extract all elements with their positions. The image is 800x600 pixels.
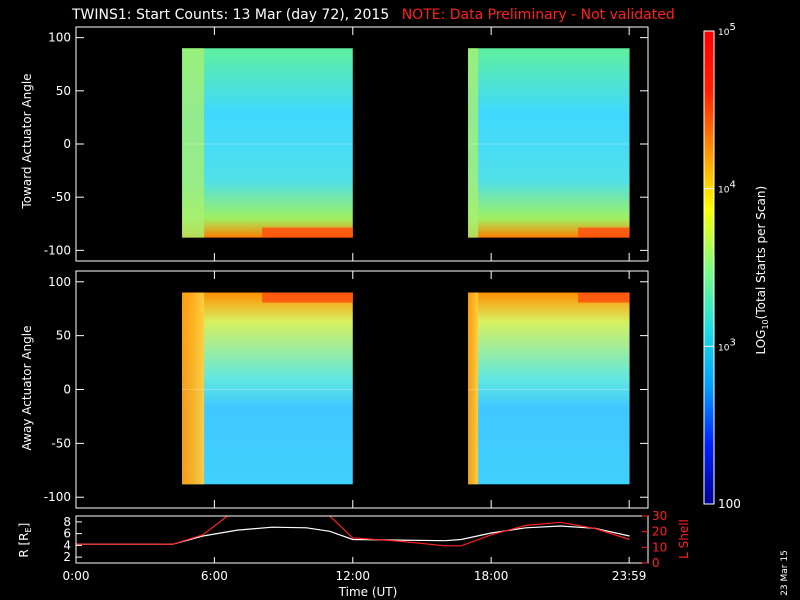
series-line-0 bbox=[76, 525, 630, 545]
line-panel-frame bbox=[75, 515, 649, 564]
title-note: NOTE: Data Preliminary - Not validated bbox=[401, 7, 675, 23]
ytick-label: -50 bbox=[51, 190, 71, 204]
heatmap-block-1-0 bbox=[182, 292, 353, 485]
heatmap-block-0-0 bbox=[182, 48, 353, 238]
chart-title: TWINS1: Start Counts: 13 Mar (day 72), 2… bbox=[72, 7, 675, 23]
heatmap-edge-1-0 bbox=[182, 292, 205, 485]
heatmap-hotband-0-0 bbox=[262, 227, 353, 238]
panel3-y2label: L Shell bbox=[677, 519, 691, 559]
colorbar-gradient bbox=[704, 31, 714, 504]
xtick-label: 18:00 bbox=[474, 569, 509, 583]
ytick-label: 100 bbox=[48, 275, 71, 289]
colorbar-tick-label: 103 bbox=[718, 337, 736, 353]
heatmap-hotband-1-0 bbox=[262, 292, 353, 303]
xtick-label: 23:59 bbox=[612, 569, 647, 583]
date-stamp: 23 Mar 15 bbox=[779, 550, 790, 596]
ytick-label: 100 bbox=[48, 31, 71, 45]
l-tick-label: 30 bbox=[652, 509, 667, 523]
xtick-label: 12:00 bbox=[335, 569, 370, 583]
r-tick-label: 8 bbox=[63, 515, 71, 529]
r-tick-label: 6 bbox=[63, 527, 71, 541]
colorbar-tick-label: 104 bbox=[718, 180, 736, 196]
ytick-label: -100 bbox=[44, 243, 71, 257]
ytick-label: 0 bbox=[63, 383, 71, 397]
heatmap-edge-0-1 bbox=[468, 48, 479, 238]
l-tick-label: 10 bbox=[652, 540, 667, 554]
x-axis-label: Time (UT) bbox=[338, 585, 398, 599]
colorbar-tick-label: 105 bbox=[718, 22, 736, 38]
heatmap-edge-0-0 bbox=[182, 48, 205, 238]
colorbar-label: LOG10(Total Starts per Scan) bbox=[753, 185, 771, 355]
heatmap-hotband-0-1 bbox=[578, 227, 630, 238]
title-main: TWINS1: Start Counts: 13 Mar (day 72), 2… bbox=[72, 7, 390, 23]
heatmap-hotband-1-1 bbox=[578, 292, 630, 303]
ytick-label: 0 bbox=[63, 137, 71, 151]
colorbar-tick-label: 100 bbox=[718, 497, 741, 511]
panel2-ylabel: Away Actuator Angle bbox=[20, 325, 34, 451]
heatmap-block-1-1 bbox=[468, 292, 630, 485]
heatmap-block-0-1 bbox=[468, 48, 630, 238]
heatmap-edge-1-1 bbox=[468, 292, 479, 485]
ytick-label: -50 bbox=[51, 436, 71, 450]
panel1-ylabel: Toward Actuator Angle bbox=[20, 73, 34, 209]
l-tick-label: 20 bbox=[652, 525, 667, 539]
xtick-label: 6:00 bbox=[201, 569, 228, 583]
ytick-label: 50 bbox=[56, 329, 71, 343]
series-line-1 bbox=[76, 516, 630, 547]
l-tick-label: 0 bbox=[652, 556, 660, 570]
panel3-ylabel: R [RE] bbox=[16, 522, 34, 558]
xtick-label: 0:00 bbox=[63, 569, 90, 583]
r-tick-label: 2 bbox=[63, 550, 71, 564]
r-tick-label: 4 bbox=[63, 538, 71, 552]
ytick-label: 50 bbox=[56, 84, 71, 98]
ytick-label: -100 bbox=[44, 490, 71, 504]
